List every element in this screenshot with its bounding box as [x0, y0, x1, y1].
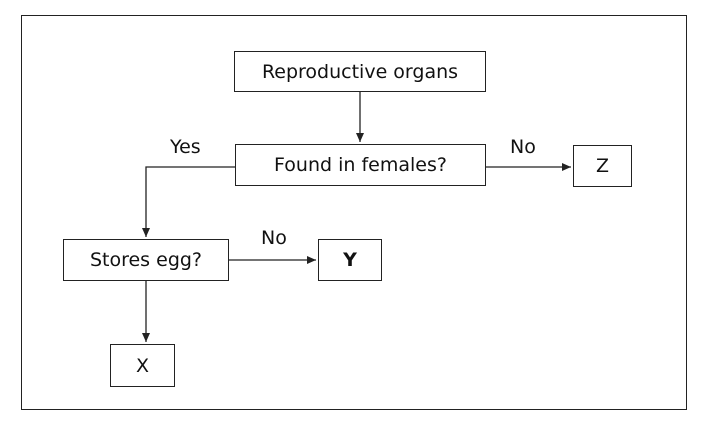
node-z: Z — [573, 145, 632, 187]
node-reproductive-organs: Reproductive organs — [234, 51, 486, 92]
node-y: Y — [318, 239, 382, 281]
node-label: Stores egg? — [89, 249, 203, 271]
node-label: X — [135, 354, 150, 377]
node-label: Reproductive organs — [261, 60, 459, 83]
node-stores-egg: Stores egg? — [63, 239, 229, 281]
node-x: X — [110, 344, 175, 387]
diagram-frame — [21, 15, 687, 410]
arrow-female-yes-to-egg — [142, 166, 235, 237]
node-label: Y — [343, 249, 357, 271]
edge-label-yes: Yes — [170, 136, 201, 158]
node-label: Found in females? — [274, 154, 447, 176]
edge-label-no-female: No — [510, 136, 536, 158]
node-found-in-females: Found in females? — [235, 144, 486, 186]
edge-label-no-egg: No — [261, 227, 287, 249]
node-label: Z — [595, 155, 610, 177]
